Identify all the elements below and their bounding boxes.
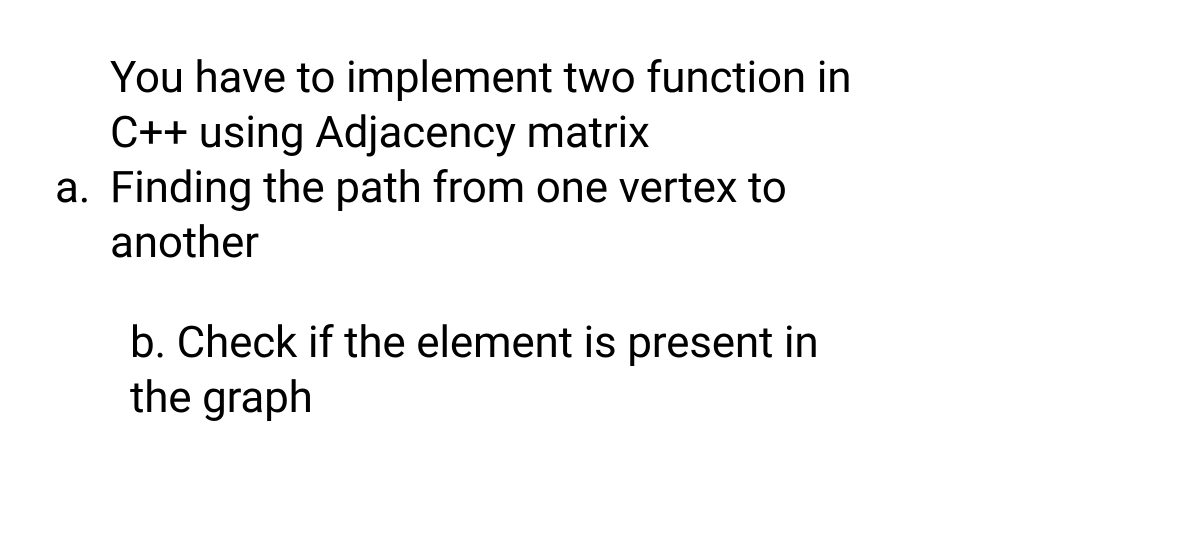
item-a-marker: a. xyxy=(50,160,110,215)
list-item-a: a. Finding the path from one vertex to a… xyxy=(50,160,1170,270)
item-b-line-1: b. Check if the element is present in xyxy=(130,315,1170,370)
item-b-line-2: the graph xyxy=(130,370,1170,425)
intro-line-1: You have to implement two function in xyxy=(110,50,1170,105)
intro-text: You have to implement two function in C+… xyxy=(110,50,1170,160)
list-item-b: b. Check if the element is present in th… xyxy=(130,315,1170,425)
item-a-line-2: another xyxy=(110,215,1170,270)
intro-line-2: C++ using Adjacency matrix xyxy=(110,105,1170,160)
item-a-content: Finding the path from one vertex to anot… xyxy=(110,160,1170,270)
item-a-line-1: Finding the path from one vertex to xyxy=(110,160,1170,215)
